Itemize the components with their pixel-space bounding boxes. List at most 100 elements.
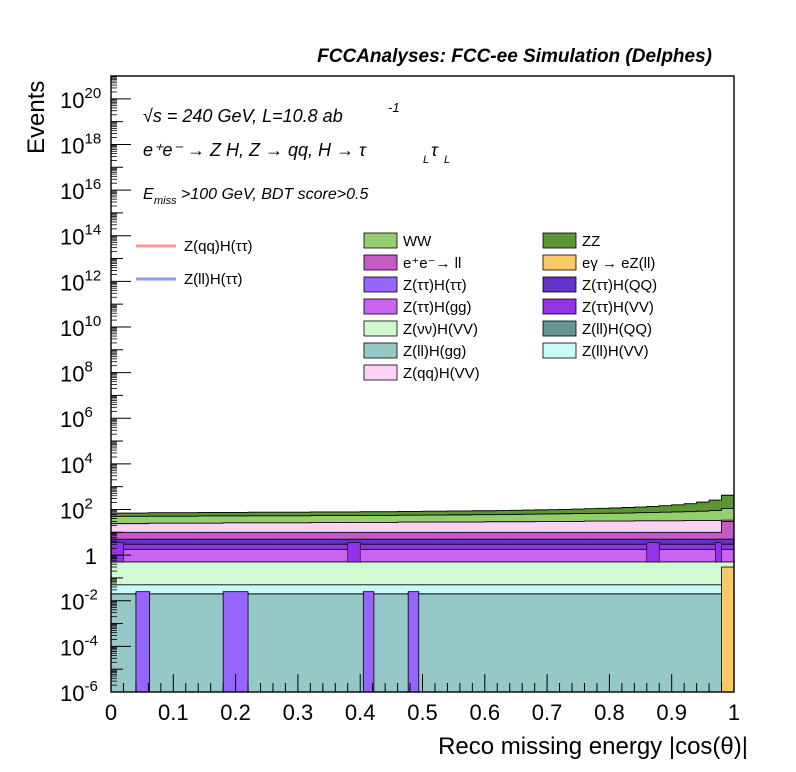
bar-9-14 (285, 593, 299, 692)
y-tick-label: 10-6 (60, 678, 98, 706)
bar-9-43 (646, 593, 660, 692)
bar-9-27 (447, 593, 461, 692)
bar-9-17 (322, 593, 336, 692)
legend-label: Z(ll)H(QQ) (582, 321, 652, 338)
lumi-exponent: -1 (388, 100, 400, 115)
legend-label: Z(ττ)H(gg) (403, 299, 472, 316)
legend-fill-swatch (542, 254, 577, 271)
bar-9-1 (123, 593, 137, 692)
legend-label: Z(ττ)H(QQ) (582, 277, 657, 294)
bar-9-41 (621, 593, 635, 692)
legend-label: ZZ (582, 233, 600, 250)
bar-9-5 (173, 593, 187, 692)
outline-1 (111, 508, 734, 517)
bar-9-15 (297, 593, 311, 692)
x-tick-label: 0.6 (470, 700, 501, 725)
cut-text: >100 GeV, BDT score>0.5 (181, 186, 368, 203)
bar-9-21 (372, 593, 386, 692)
x-tick-label: 0.9 (656, 700, 687, 725)
bar-9-32 (509, 593, 523, 692)
legend-label: Z(qq)H(VV) (403, 365, 480, 382)
purple-block-3 (715, 542, 722, 563)
annotation-cuts: E miss >100 GeV, BDT score>0.5 (143, 186, 368, 207)
y-axis-title: Events (23, 81, 50, 154)
y-tick-label: 102 (60, 495, 93, 523)
bar-9-22 (385, 593, 398, 692)
legend-fill-swatch (542, 232, 577, 249)
y-tick-label: 108 (60, 359, 93, 387)
y-tick-label: 10-4 (60, 632, 98, 660)
y-tick-label: 1020 (60, 85, 101, 113)
legend-label: Z(ll)H(VV) (582, 343, 649, 360)
legend-fill-swatch (363, 232, 398, 249)
y-tick-label: 1016 (60, 176, 101, 204)
legend-label: eγ → eZ(ll) (582, 255, 655, 272)
process-text: e⁺e⁻ → Z H, Z → qq, H → τ (143, 140, 367, 160)
legend-fill-swatch (363, 364, 398, 381)
x-tick-label: 0.7 (532, 700, 563, 725)
bar-9-40 (609, 593, 623, 692)
legend-label: Z(ττ)H(VV) (582, 299, 654, 316)
svg-text:√s = 240 GeV, L=10.8 ab: √s = 240 GeV, L=10.8 ab (143, 106, 343, 126)
legend-fill-swatch (363, 342, 398, 359)
y-tick-label: 1014 (60, 222, 101, 250)
bar-9-46 (684, 593, 698, 692)
legend-label: Z(νν)H(VV) (403, 321, 478, 338)
bar-9-30 (484, 593, 498, 692)
y-tick-label: 10-2 (60, 587, 98, 615)
x-tick-label: 1 (728, 700, 740, 725)
energy-lumi: = 240 GeV, L=10.8 ab (162, 106, 343, 126)
legend-fill-swatch (363, 320, 398, 337)
spike-3 (407, 591, 420, 693)
bar-9-13 (272, 593, 286, 692)
x-axis-title: Reco missing energy |cos(θ)| (438, 733, 748, 760)
bar-9-44 (659, 593, 673, 692)
bar-9-47 (696, 593, 710, 692)
y-tick-label: 106 (60, 404, 93, 432)
legend-fill-swatch (363, 276, 398, 293)
x-tick-label: 0.8 (594, 700, 625, 725)
x-tick-label: 0.3 (283, 700, 314, 725)
legend-fill-swatch (363, 254, 398, 271)
bar-9-6 (185, 593, 199, 692)
legend-label: e⁺e⁻→ ll (403, 255, 461, 272)
bar-9-36 (559, 593, 573, 692)
legend-fill-swatch (542, 342, 577, 359)
y-tick-label: 1012 (60, 267, 101, 295)
x-tick-label: 0.2 (220, 700, 251, 725)
bar-9-35 (547, 593, 560, 692)
bar-9-26 (434, 593, 448, 692)
legend-fill-swatch (363, 298, 398, 315)
bar-9-48 (709, 593, 722, 692)
y-tick-label: 1 (85, 544, 97, 569)
outline-0 (111, 494, 734, 514)
purple-block-2 (646, 542, 660, 563)
legend-label: Z(qq)H(ττ) (184, 238, 253, 255)
header-title: FCCAnalyses: FCC-ee Simulation (Delphes) (317, 46, 712, 67)
x-tick-label: 0.5 (407, 700, 438, 725)
purple-block-1 (347, 542, 361, 563)
bar-9-18 (335, 593, 349, 692)
outline-3 (111, 520, 734, 533)
y-tick-label: 1018 (60, 130, 101, 158)
annotation-process: e⁺e⁻ → Z H, Z → qq, H → τ L τ L (143, 140, 450, 166)
bar-9-31 (497, 593, 511, 692)
bar-9-0 (111, 593, 124, 692)
bar-9-11 (248, 593, 261, 692)
bar-9-12 (260, 593, 274, 692)
bar-9-33 (522, 593, 536, 692)
legend-label: WW (403, 233, 432, 250)
legend-label: Z(ll)H(ττ) (184, 271, 243, 288)
orange-last-bin (721, 566, 735, 693)
y-tick-label: 1010 (60, 313, 101, 341)
x-tick-label: 0.4 (345, 700, 376, 725)
bar-9-19 (347, 593, 361, 692)
tau-sub-1: L (423, 154, 429, 166)
bar-9-16 (310, 593, 324, 692)
sqrt-s: √s (143, 106, 162, 126)
emiss-e: E (143, 186, 154, 203)
legend-fill-swatch (542, 276, 577, 293)
x-axis: 0 0.1 0.2 0.3 0.4 0.5 0.6 0.7 0.8 0.9 1 (105, 674, 740, 725)
bar-9-34 (534, 593, 548, 692)
